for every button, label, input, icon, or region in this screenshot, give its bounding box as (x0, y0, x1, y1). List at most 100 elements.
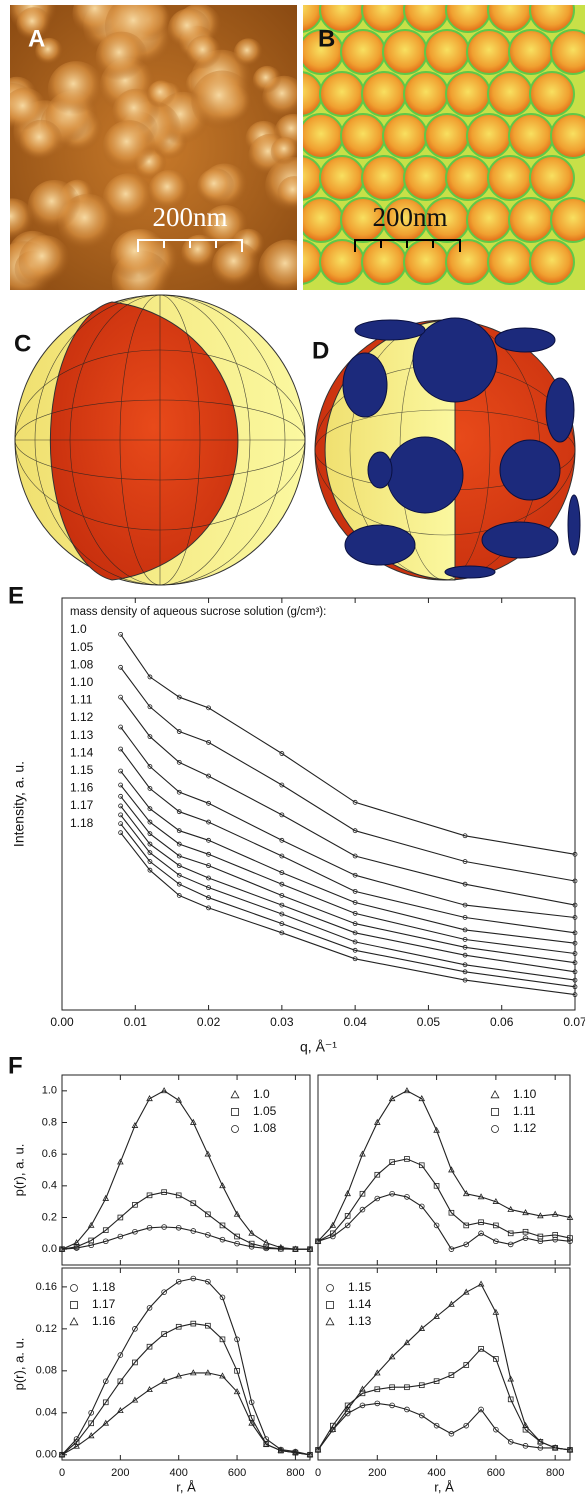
series-line (120, 726, 576, 919)
legend-marker (490, 1089, 500, 1099)
marker (248, 1229, 255, 1236)
core (49, 301, 239, 581)
marker (462, 833, 468, 839)
marker (448, 1372, 455, 1378)
marker (572, 960, 578, 966)
series-line (317, 1348, 571, 1451)
marker (462, 1288, 470, 1295)
cell (361, 71, 407, 117)
scale-bar (137, 239, 243, 252)
x-tick-label: 600 (228, 1467, 246, 1479)
marker (462, 977, 468, 983)
marker (478, 1219, 484, 1226)
marker (478, 1346, 484, 1352)
marker (234, 1240, 240, 1247)
marker (190, 1275, 197, 1282)
x-tick-label: 0.00 (50, 1015, 74, 1029)
marker (205, 1322, 211, 1329)
marker (448, 1209, 455, 1216)
marker (248, 1243, 255, 1250)
x-tick-label: 0.04 (343, 1015, 367, 1029)
marker (219, 1182, 226, 1189)
y-tick-label: 0.12 (36, 1323, 57, 1335)
marker (330, 1233, 336, 1240)
cell (508, 113, 554, 159)
marker (418, 1162, 425, 1169)
marker (206, 895, 211, 901)
marker (567, 1238, 573, 1245)
marker (206, 885, 211, 891)
marker (117, 1214, 124, 1221)
legend-marker (231, 1125, 239, 1133)
marker (279, 893, 285, 898)
marker (118, 768, 124, 774)
marker (404, 1194, 410, 1200)
marker (572, 984, 578, 990)
marker (233, 1388, 241, 1395)
marker (147, 704, 153, 710)
marker (566, 1213, 574, 1220)
cell (508, 197, 554, 243)
cell (403, 71, 449, 117)
marker (118, 724, 124, 730)
cell (529, 5, 575, 33)
legend-marker (69, 1316, 79, 1326)
marker (572, 851, 578, 857)
marker (205, 1211, 211, 1218)
marker (315, 1238, 321, 1245)
marker (146, 1385, 153, 1393)
marker (147, 674, 153, 680)
marker (462, 969, 468, 975)
legend-label: 1.16 (92, 1314, 116, 1328)
grain (18, 235, 71, 288)
legend-label: 1.18 (92, 1280, 116, 1294)
marker (344, 1222, 351, 1229)
cell (487, 239, 533, 285)
marker (88, 1242, 94, 1249)
cell (361, 155, 407, 201)
y-tick-label: 1.0 (42, 1085, 57, 1097)
marker (190, 1320, 197, 1327)
legend-label: 1.16 (70, 781, 94, 795)
marker (388, 1095, 396, 1102)
marker (279, 837, 285, 843)
plot-frame (317, 1267, 571, 1461)
cell (529, 155, 575, 201)
marker (462, 962, 468, 968)
legend-label: 1.15 (70, 763, 94, 777)
cell (340, 29, 386, 75)
cell (403, 239, 449, 285)
marker (462, 952, 468, 958)
grain (95, 31, 148, 84)
legend-marker (230, 1089, 240, 1099)
marker (478, 1230, 484, 1237)
grain (47, 61, 105, 118)
x-tick-label: 0.05 (417, 1015, 441, 1029)
marker (352, 910, 358, 916)
marker (572, 977, 578, 983)
cell (466, 29, 512, 75)
cell (466, 113, 512, 159)
marker (160, 1087, 168, 1094)
marker (359, 1385, 366, 1392)
marker (418, 1324, 426, 1331)
marker (190, 1200, 197, 1207)
marker (507, 1205, 515, 1212)
series-line (317, 1402, 571, 1451)
marker (146, 1305, 153, 1311)
series-line (120, 832, 576, 996)
y-tick-label: 0.4 (42, 1180, 57, 1192)
marker (279, 930, 285, 936)
grain (27, 179, 81, 234)
marker (146, 1095, 153, 1102)
marker (572, 878, 578, 884)
marker (566, 1446, 574, 1453)
x-tick-label: 0.01 (124, 1015, 148, 1029)
x-axis-label: q, Å⁻¹ (300, 1039, 337, 1055)
cell (319, 71, 365, 117)
legend-marker (70, 1284, 78, 1292)
grain (102, 173, 154, 225)
marker (190, 1228, 197, 1234)
marker (147, 764, 153, 769)
y-tick-label: 0.6 (42, 1148, 57, 1160)
